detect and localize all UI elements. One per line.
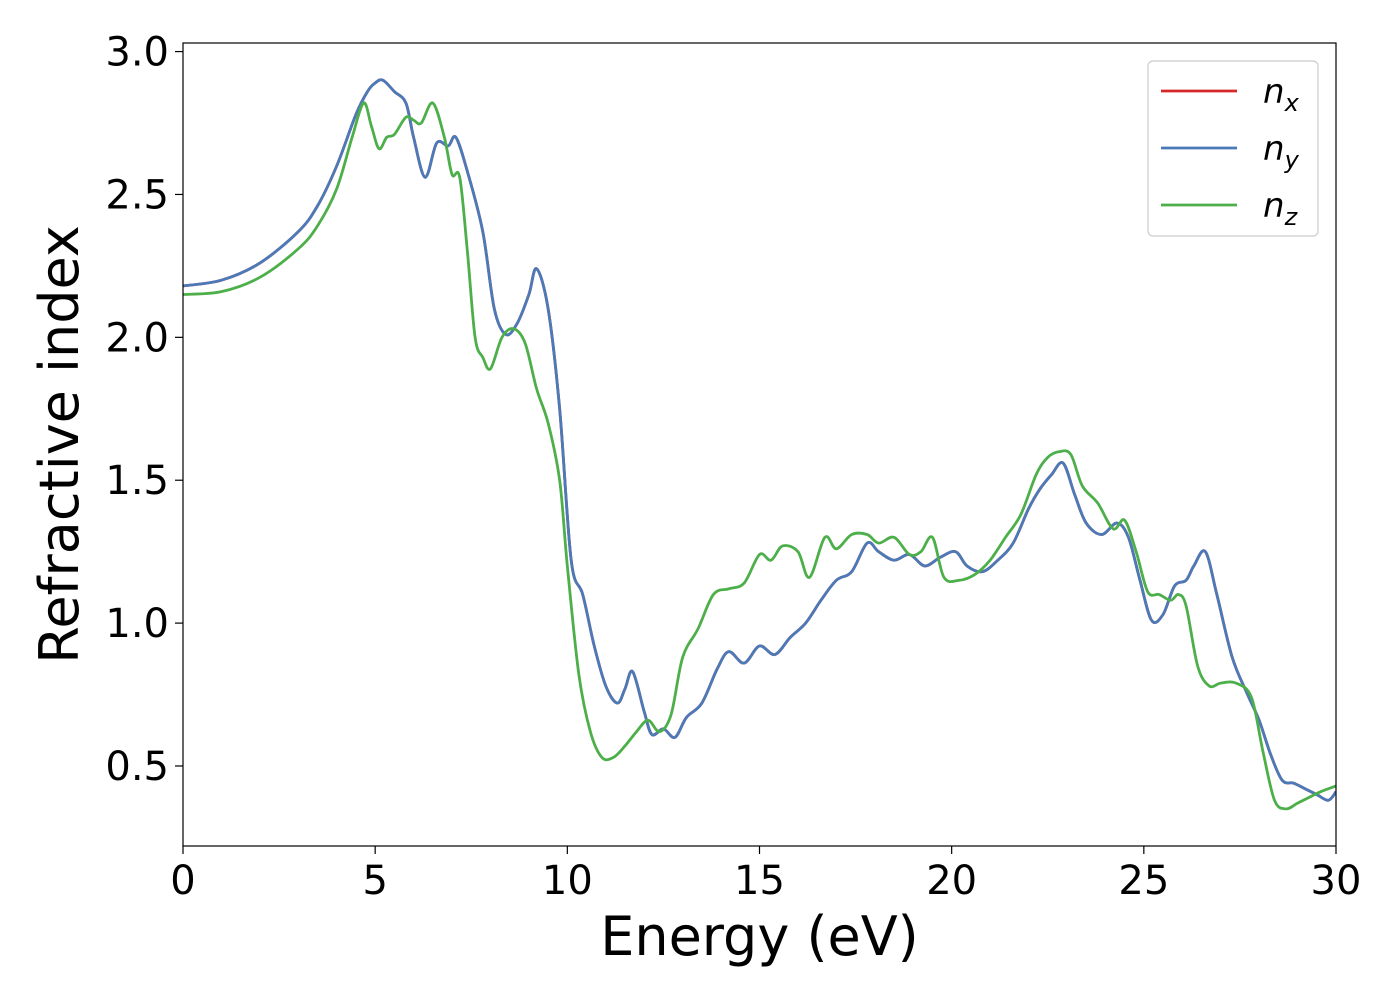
legend-label-nz: nz — [1263, 186, 1299, 231]
x-tick-label: 10 — [542, 858, 593, 904]
x-axis-label: Energy (eV) — [600, 905, 919, 968]
y-tick-label: 3.0 — [105, 30, 169, 76]
y-axis-ticks: 0.5 1.0 1.5 2.0 2.5 3.0 — [105, 30, 183, 790]
x-tick-label: 15 — [734, 858, 785, 904]
y-tick-label: 2.0 — [105, 315, 169, 361]
x-tick-label: 30 — [1311, 858, 1362, 904]
x-tick-label: 5 — [362, 858, 387, 904]
y-axis-label: Refractive index — [28, 225, 91, 664]
x-tick-label: 0 — [170, 858, 195, 904]
series-line-ny — [183, 78, 1336, 802]
y-tick-label: 2.5 — [105, 172, 169, 218]
legend-label-ny: ny — [1263, 129, 1300, 174]
legend: nx ny nz — [1147, 60, 1319, 237]
legend-label-nx: nx — [1263, 72, 1300, 117]
y-tick-label: 1.5 — [105, 458, 169, 504]
x-tick-label: 25 — [1118, 858, 1169, 904]
x-tick-label: 20 — [926, 858, 977, 904]
series-layer — [183, 78, 1336, 811]
y-tick-label: 1.0 — [105, 601, 169, 647]
x-axis-ticks: 0 5 10 15 20 25 30 — [170, 846, 1361, 904]
y-tick-label: 0.5 — [105, 744, 169, 790]
series-line-nz — [183, 101, 1336, 811]
